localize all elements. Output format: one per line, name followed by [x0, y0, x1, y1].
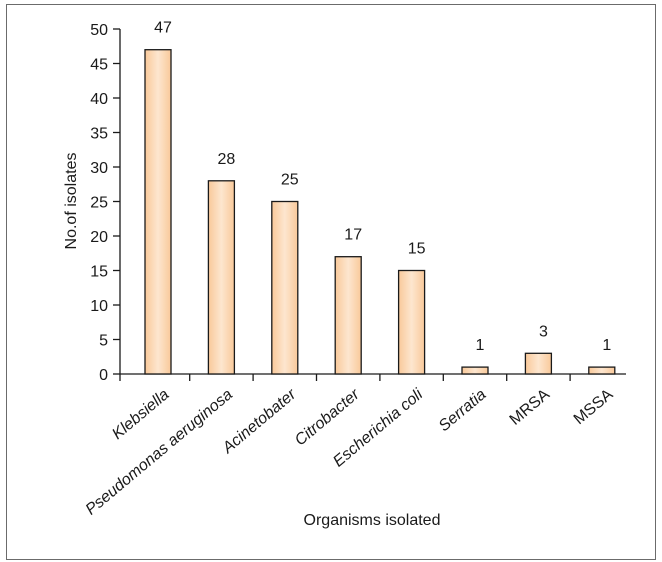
- bar: [397, 269, 426, 375]
- bar: [144, 49, 172, 375]
- y-axis-title: No.of isolates: [63, 153, 80, 250]
- data-label: 47: [154, 20, 172, 37]
- data-label: 1: [602, 337, 611, 354]
- y-tick-label: 0: [99, 367, 108, 384]
- y-tick-label: 20: [90, 229, 108, 246]
- bar: [271, 200, 299, 375]
- y-tick-label: 25: [90, 195, 108, 212]
- y-axis: 0 5 10 15 20 25 30 35 40 45 50: [90, 22, 121, 384]
- bars: [144, 49, 616, 375]
- chart-frame: [6, 4, 656, 560]
- bar: [524, 352, 553, 375]
- y-tick-label: 10: [90, 298, 108, 315]
- category-label: MRSA: [507, 386, 554, 429]
- x-axis: [119, 373, 626, 381]
- data-label: 28: [218, 151, 236, 168]
- bar: [207, 180, 236, 375]
- data-label: 3: [539, 323, 548, 340]
- bar: [588, 366, 616, 375]
- y-tick-label: 30: [90, 160, 108, 177]
- y-tick-label: 35: [90, 126, 108, 143]
- y-tick-label: 15: [90, 264, 108, 281]
- data-label: 15: [408, 241, 426, 258]
- y-tick-label: 45: [90, 57, 108, 74]
- data-label: 1: [476, 337, 485, 354]
- y-tick-label: 40: [90, 91, 108, 108]
- category-label: Serratia: [436, 386, 490, 435]
- bar: [461, 366, 489, 375]
- y-tick-label: 5: [99, 333, 108, 350]
- x-axis-title: Organisms isolated: [304, 512, 441, 529]
- data-label: 17: [344, 227, 362, 244]
- y-tick-label: 50: [90, 22, 108, 39]
- bar: [334, 256, 362, 375]
- data-label: 25: [281, 172, 299, 189]
- category-label: Klebsiella: [109, 386, 172, 443]
- category-label: MSSA: [571, 386, 617, 428]
